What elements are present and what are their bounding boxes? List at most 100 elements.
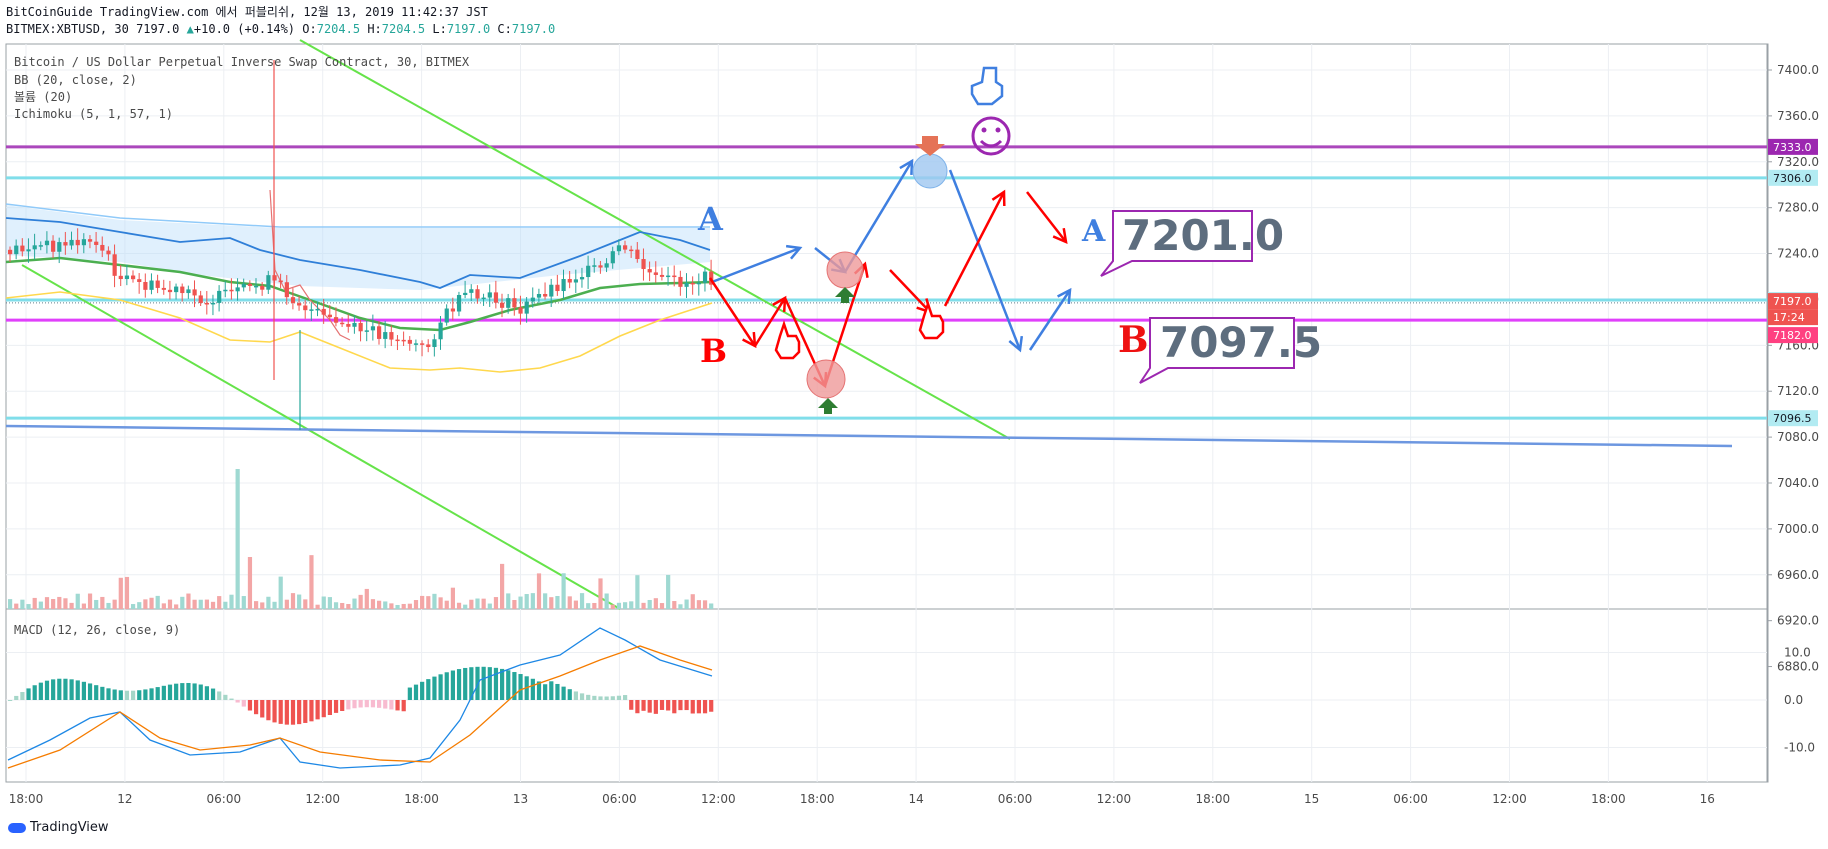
smiley-icon <box>971 116 1011 156</box>
scenario-a-arrow <box>1028 289 1072 351</box>
candle-body <box>500 302 505 308</box>
macd-histogram-bar <box>690 700 695 714</box>
price-tag-label: 7306.0 <box>1773 172 1812 185</box>
price-tag <box>1768 327 1818 344</box>
volume-bar <box>247 557 253 609</box>
macd-histogram-bar <box>20 692 25 700</box>
pointing-hand-icon <box>970 66 1004 106</box>
tradingview-logo[interactable]: TradingView <box>8 820 109 835</box>
candle-body <box>131 275 136 280</box>
candle-body <box>161 287 166 290</box>
change-value: +10.0 (+0.14%) <box>193 22 296 36</box>
time-tick-label: 18:00 <box>1591 792 1626 806</box>
ichimoku-legend[interactable]: Ichimoku (5, 1, 57, 1) <box>14 107 173 121</box>
target-circle <box>912 153 948 189</box>
time-tick-label: 12:00 <box>1492 792 1527 806</box>
time-tick-label: 14 <box>908 792 923 806</box>
macd-histogram-bar <box>592 695 597 700</box>
macd-histogram-bar <box>161 685 166 700</box>
volume-bar <box>506 593 511 609</box>
price-axis[interactable]: 7400.07360.07320.07280.07240.07200.07160… <box>1767 63 1819 674</box>
candle-body <box>536 293 542 298</box>
price-tick-label: 7400.0 <box>1777 63 1819 77</box>
candle-body <box>450 308 455 312</box>
volume-bar <box>573 600 578 609</box>
time-tick-label: 12:00 <box>1097 792 1132 806</box>
candle-body <box>284 282 289 298</box>
volume-bar <box>204 599 209 609</box>
pointing-hand-icon <box>774 320 801 360</box>
volume-legend[interactable]: 볼륨 (20) <box>14 90 72 104</box>
candle-body <box>266 275 271 290</box>
volume-bar <box>124 576 130 609</box>
candle-body <box>481 297 486 300</box>
macd-histogram-bar <box>469 667 474 700</box>
symbol-title[interactable]: Bitcoin / US Dollar Perpetual Inverse Sw… <box>14 55 470 69</box>
candle-body <box>20 245 25 252</box>
candle-body <box>186 289 191 294</box>
volume-bar <box>438 597 443 609</box>
volume-bar <box>475 598 480 609</box>
macd-histogram-bar <box>303 700 308 723</box>
target-b-letter: B <box>1118 319 1148 361</box>
macd-histogram-bar <box>573 691 578 700</box>
macd-histogram-bar <box>635 700 640 714</box>
candle-body <box>192 289 197 296</box>
volume-bar <box>32 597 37 609</box>
volume-bar <box>309 555 314 609</box>
macd-histogram-bar <box>124 690 130 700</box>
candle-body <box>155 280 160 288</box>
volume-bar <box>290 593 296 609</box>
volume-bar <box>241 596 246 609</box>
markers <box>774 66 1011 414</box>
macd-histogram-bar <box>57 678 62 700</box>
volume-bar <box>659 603 665 609</box>
macd-histogram-bar <box>118 690 123 700</box>
macd-legend[interactable]: MACD (12, 26, close, 9) <box>14 623 180 637</box>
bb-legend[interactable]: BB (20, close, 2) <box>14 73 137 87</box>
volume-bar <box>278 576 283 609</box>
candle-body <box>143 281 148 290</box>
trendlines[interactable] <box>5 39 1733 610</box>
cloud-edge <box>5 203 710 228</box>
volume-bar <box>69 602 74 609</box>
macd-histogram-bar <box>555 683 560 700</box>
volume-bar <box>143 599 148 609</box>
volume-bar <box>106 602 111 609</box>
macd-histogram-bar <box>659 700 665 710</box>
candle-body <box>340 322 345 325</box>
macd-axis[interactable]: 10.0 0.0 -10.0 <box>1784 646 1815 755</box>
macd-histogram-bar <box>629 700 634 710</box>
volume-bar <box>586 603 591 609</box>
support-line <box>5 424 1733 448</box>
candle-body <box>641 259 646 270</box>
price-tag <box>1768 293 1818 310</box>
volume-bar <box>8 599 13 609</box>
volume-bar <box>266 596 271 609</box>
price-tag <box>1768 309 1818 326</box>
price-tick-label: 7120.0 <box>1777 384 1819 398</box>
candle-body <box>567 279 572 283</box>
target-b-callout[interactable]: B 7097.5 <box>1118 317 1322 384</box>
macd-histogram-bar <box>370 700 376 708</box>
price-tag-label: 7333.0 <box>1773 141 1812 154</box>
target-a-letter: A <box>1081 214 1106 249</box>
scenario-b-label: B <box>700 332 727 370</box>
volume-bar <box>407 603 412 609</box>
time-axis[interactable]: 18:00 12 06:00 12:00 18:00 13 06:00 12:00 18:00 1… <box>9 792 1715 806</box>
macd-histogram-bar <box>702 700 708 714</box>
macd-histogram-bar <box>315 700 320 720</box>
time-tick-label: 06:00 <box>207 792 242 806</box>
volume-bar <box>463 604 468 609</box>
target-a-callout[interactable]: A 7201.0 <box>1081 210 1284 277</box>
ichimoku-cloud <box>5 203 710 290</box>
price-tick-label: 7360.0 <box>1777 109 1819 123</box>
macd-histogram-bar <box>530 678 535 700</box>
up-arrow-icon: ▲ <box>186 22 194 36</box>
volume-bar <box>235 469 240 609</box>
volume-bar <box>131 604 136 609</box>
time-tick-label: 06:00 <box>998 792 1033 806</box>
volume-bar <box>567 596 572 609</box>
volume-bar <box>389 603 394 609</box>
